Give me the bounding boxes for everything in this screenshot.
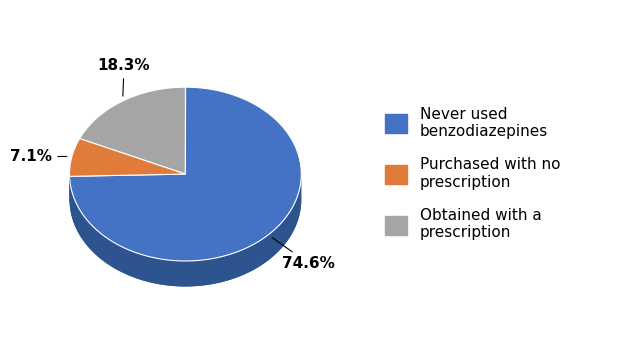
Text: 74.6%: 74.6% — [273, 238, 336, 271]
Text: 7.1%: 7.1% — [11, 149, 67, 164]
Text: 18.3%: 18.3% — [98, 58, 150, 96]
Polygon shape — [70, 138, 185, 176]
Polygon shape — [70, 174, 185, 202]
Polygon shape — [70, 174, 185, 202]
Polygon shape — [70, 175, 301, 287]
Polygon shape — [70, 175, 301, 287]
Legend: Never used
benzodiazepines, Purchased with no
prescription, Obtained with a
pres: Never used benzodiazepines, Purchased wi… — [378, 100, 566, 247]
Polygon shape — [70, 87, 301, 261]
Polygon shape — [80, 87, 185, 174]
